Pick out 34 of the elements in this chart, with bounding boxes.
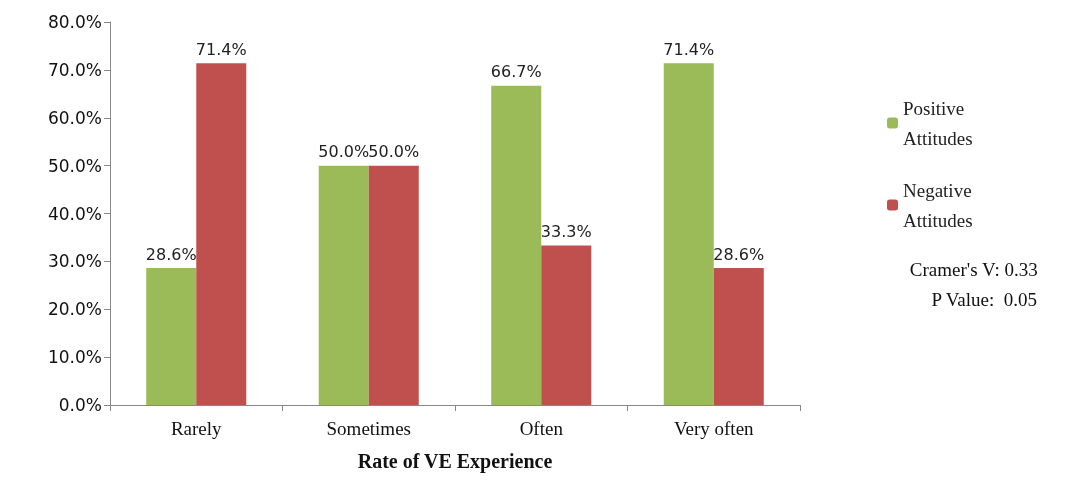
- x-axis-title: Rate of VE Experience: [357, 450, 553, 473]
- data-label: 71.4%: [195, 39, 247, 59]
- data-label: 50.0%: [368, 142, 420, 162]
- y-tick-label: 10.0%: [47, 347, 102, 368]
- y-tick-label: 80.0%: [47, 12, 102, 32]
- text: P Value: 0.05: [931, 289, 1037, 310]
- data-label: 50.0%: [318, 142, 370, 162]
- y-tick-label: 30.0%: [47, 251, 102, 272]
- data-label: 28.6%: [145, 244, 197, 264]
- x-tick-label: Sometimes: [326, 418, 411, 439]
- bar: [368, 165, 419, 405]
- y-tick-label: 60.0%: [47, 107, 102, 128]
- legend-label: Positive Attitudes: [903, 97, 973, 149]
- text: Cramer's V: 0.33: [909, 259, 1038, 280]
- x-tick-label: Rarely: [170, 418, 223, 439]
- x-tick-label: Very often: [673, 418, 755, 439]
- y-tick-label: 50.0%: [47, 155, 102, 176]
- data-label: 33.3%: [540, 222, 592, 242]
- data-label: 66.7%: [490, 62, 542, 82]
- data-label: 71.4%: [663, 39, 715, 59]
- data-label: 28.6%: [713, 244, 765, 264]
- bar: [491, 85, 542, 405]
- bar: [196, 63, 247, 405]
- x-tick-label: Often: [519, 418, 564, 439]
- y-tick-label: 40.0%: [47, 203, 102, 224]
- bar: [146, 268, 197, 405]
- bar: [663, 63, 714, 405]
- bar: [318, 165, 369, 405]
- legend-label: Negative Attitudes: [903, 179, 977, 231]
- bar: [541, 245, 592, 405]
- bar: [713, 268, 764, 405]
- y-tick-label: 70.0%: [47, 59, 102, 80]
- y-tick-label: 0.0%: [58, 395, 102, 415]
- y-tick-label: 20.0%: [47, 299, 102, 320]
